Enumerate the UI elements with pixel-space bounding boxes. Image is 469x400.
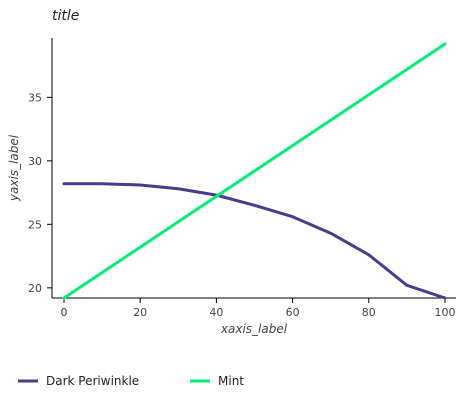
x-tick-label: 20 <box>133 306 147 319</box>
y-ticks: 20 25 30 35 <box>28 91 52 295</box>
series-layer <box>64 44 445 298</box>
legend-label: Mint <box>218 374 244 388</box>
legend-label: Dark Periwinkle <box>46 374 139 388</box>
x-axis: 0 20 40 60 80 100 <box>52 298 456 319</box>
y-tick-label: 25 <box>28 218 42 231</box>
y-tick-label: 20 <box>28 282 42 295</box>
x-tick-label: 0 <box>61 306 68 319</box>
series-line-dark-periwinkle <box>64 184 445 298</box>
series-line-mint <box>64 44 445 298</box>
y-axis: 20 25 30 35 <box>28 38 52 298</box>
x-tick-label: 80 <box>362 306 376 319</box>
y-axis-title: yaxis_label <box>7 134 21 202</box>
y-tick-label: 30 <box>28 155 42 168</box>
x-tick-label: 100 <box>435 306 456 319</box>
x-tick-label: 40 <box>209 306 223 319</box>
x-tick-label: 60 <box>286 306 300 319</box>
x-axis-title: xaxis_label <box>220 322 288 336</box>
legend: Dark Periwinkle Mint <box>18 374 244 388</box>
y-tick-label: 35 <box>28 91 42 104</box>
chart-title: title <box>52 8 79 24</box>
x-ticks: 0 20 40 60 80 100 <box>61 298 456 319</box>
